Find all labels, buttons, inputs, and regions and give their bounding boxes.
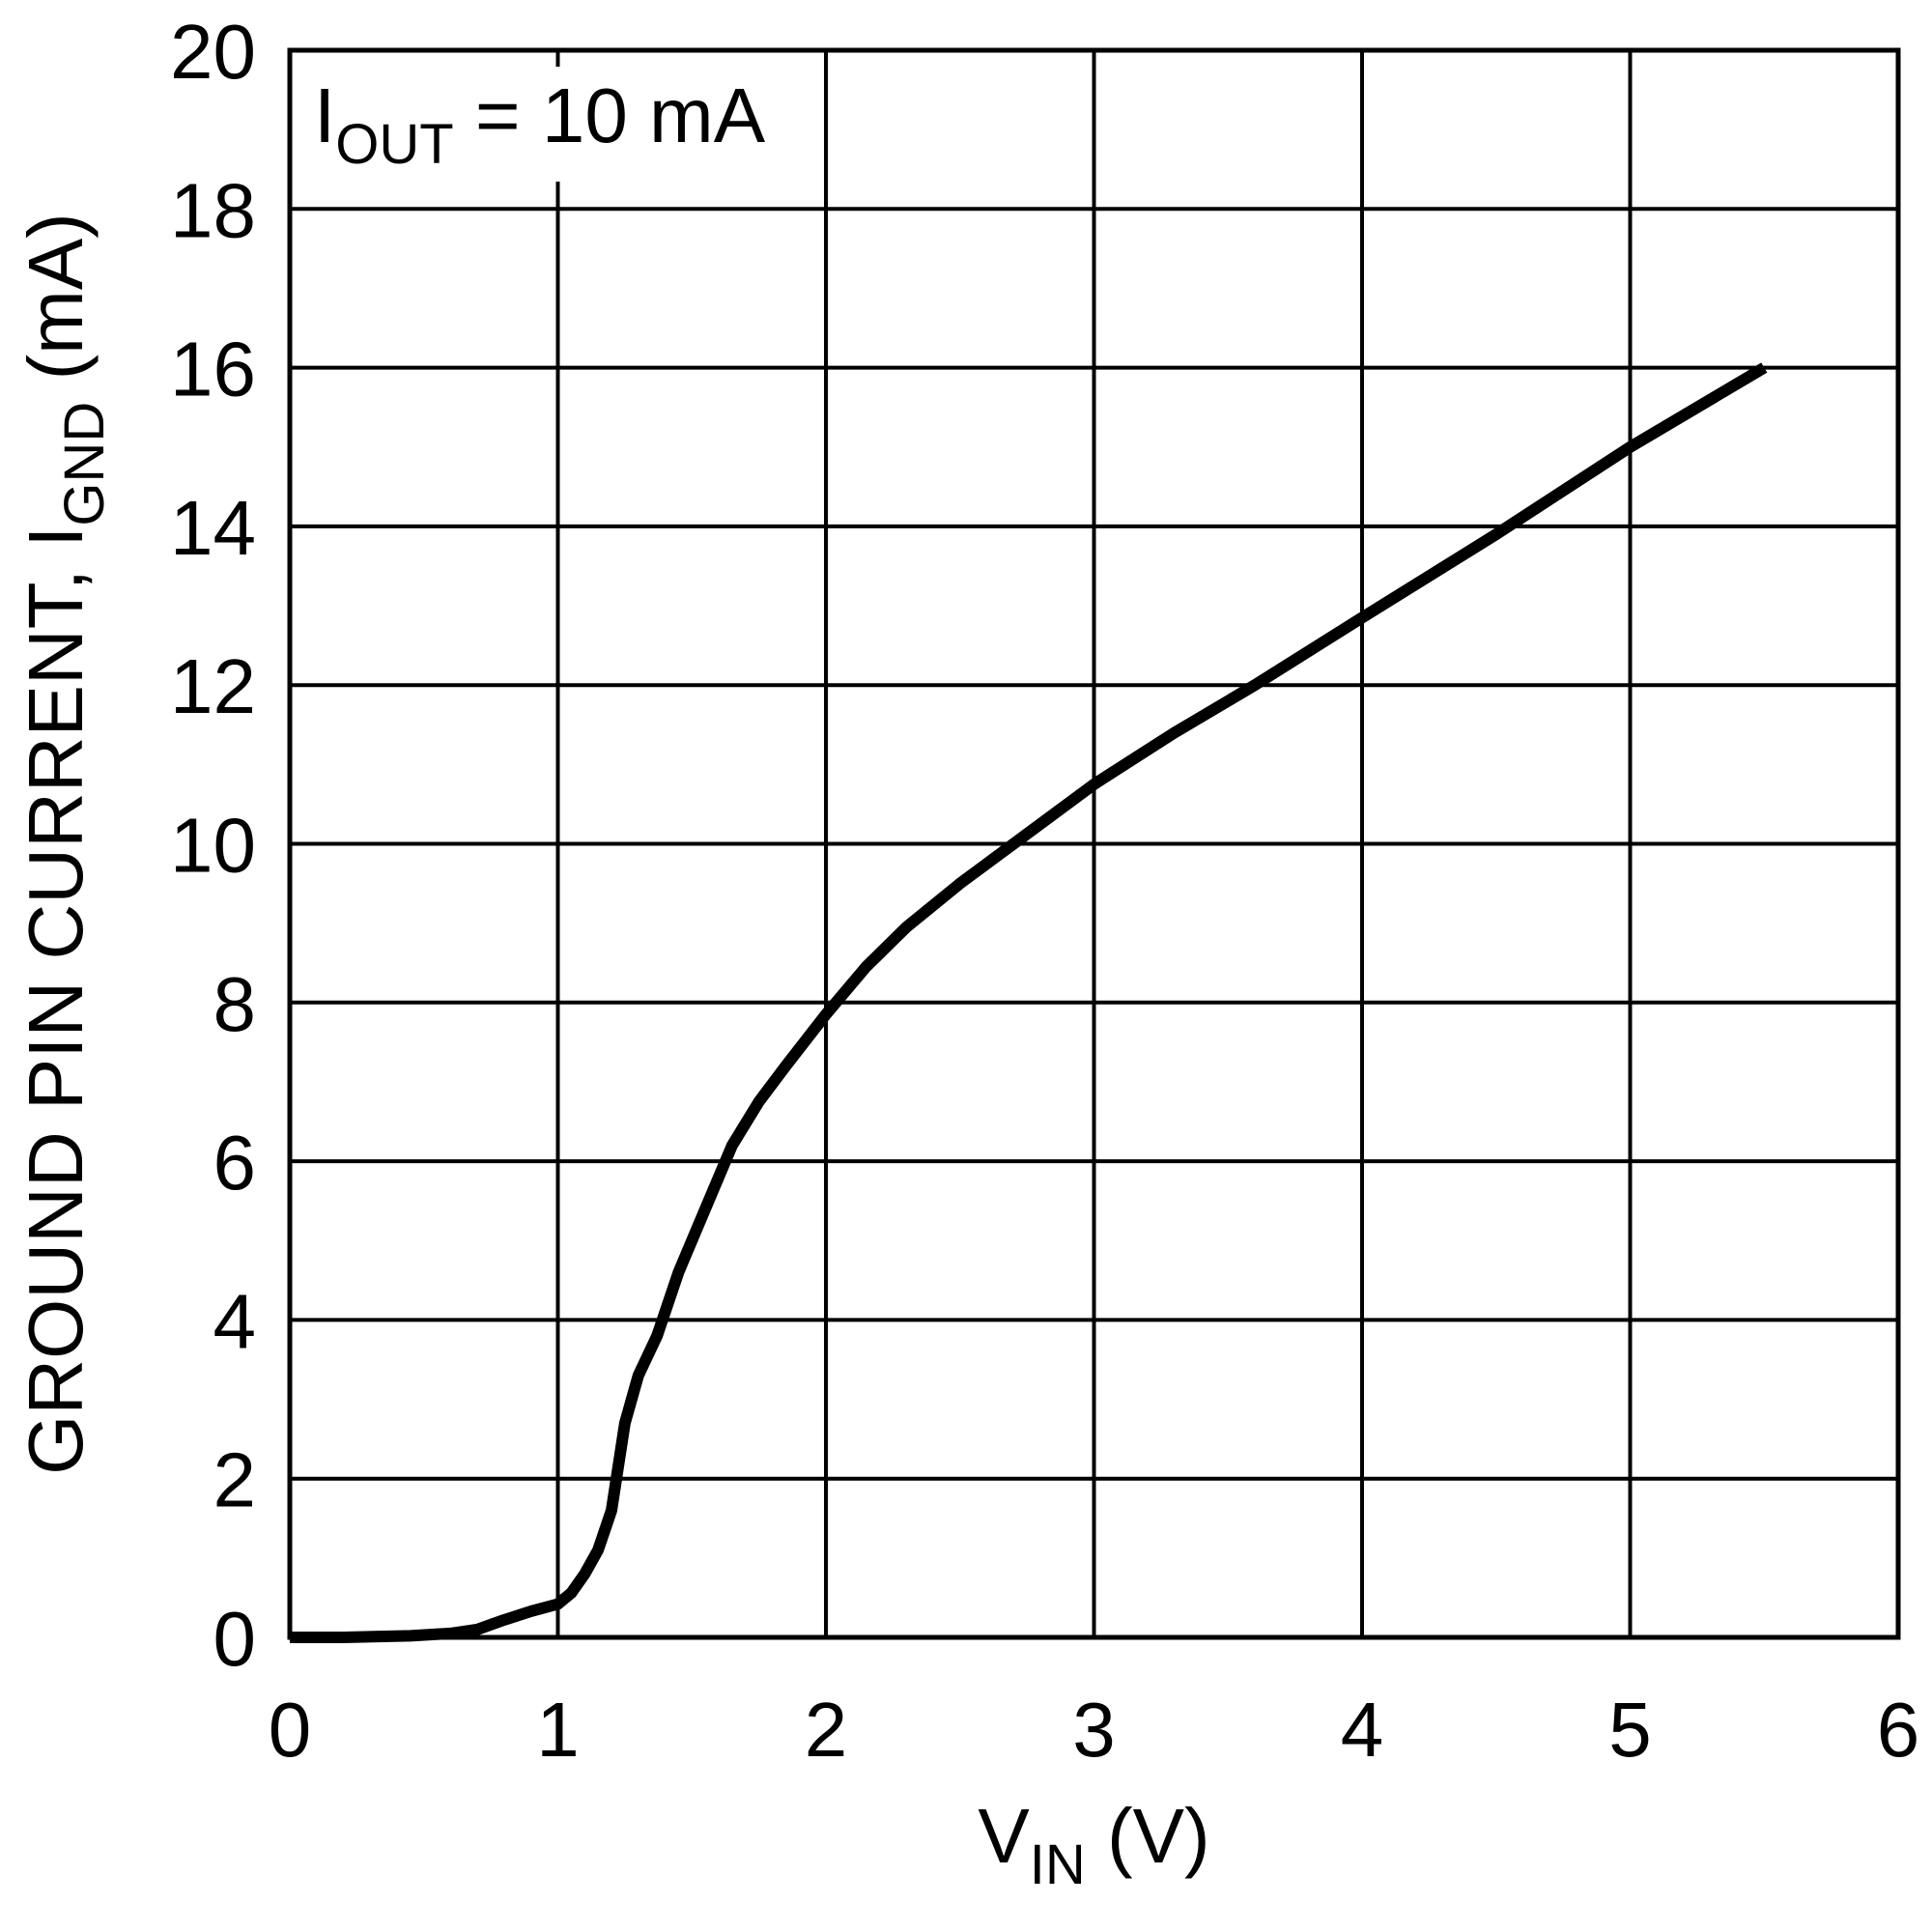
annotation-rest: = 10 mA xyxy=(454,72,766,158)
y-tick-label: 2 xyxy=(213,1437,257,1523)
x-tick-label: 1 xyxy=(536,1687,580,1773)
annotation-subscript: OUT xyxy=(335,113,453,176)
x-tick-label: 2 xyxy=(805,1687,848,1773)
grid xyxy=(290,50,1898,1637)
y-tick-label: 8 xyxy=(213,961,257,1047)
y-tick-label: 16 xyxy=(170,327,256,412)
x-axis-label-main: V xyxy=(978,1793,1030,1879)
y-axis-label-rest: (mA) xyxy=(13,213,99,402)
y-tick-label: 4 xyxy=(213,1278,257,1364)
y-axis-label-subscript: GND xyxy=(53,402,116,526)
annotation-main: I xyxy=(314,72,335,158)
y-tick-labels: 0 2 4 6 8 10 12 14 16 18 20 xyxy=(170,9,256,1682)
annotation-background xyxy=(302,67,778,182)
x-axis-label-subscript: IN xyxy=(1030,1833,1086,1896)
x-tick-label: 6 xyxy=(1877,1687,1920,1773)
x-tick-labels: 0 1 2 3 4 5 6 xyxy=(269,1687,1920,1773)
y-axis-label-main: GROUND PIN CURRENT, I xyxy=(13,526,99,1475)
y-tick-label: 10 xyxy=(170,803,256,889)
annotation-label: IOUT = 10 mA xyxy=(314,72,766,176)
y-tick-label: 12 xyxy=(170,643,256,729)
x-tick-label: 5 xyxy=(1608,1687,1652,1773)
plot-frame xyxy=(287,47,1901,1640)
x-tick-label: 3 xyxy=(1072,1687,1116,1773)
y-tick-label: 0 xyxy=(213,1596,257,1682)
y-tick-label: 6 xyxy=(213,1120,257,1206)
series-line-0 xyxy=(290,362,1768,1643)
series-layer xyxy=(290,362,1768,1643)
x-axis-label-rest: (V) xyxy=(1086,1793,1210,1879)
x-tick-label: 0 xyxy=(269,1687,312,1773)
y-tick-label: 14 xyxy=(170,485,256,571)
y-axis-label: GROUND PIN CURRENT, IGND (mA) xyxy=(13,213,116,1475)
y-tick-label: 20 xyxy=(170,9,256,95)
y-tick-label: 18 xyxy=(170,167,256,253)
x-axis-label: VIN (V) xyxy=(978,1793,1209,1896)
x-tick-label: 4 xyxy=(1341,1687,1384,1773)
